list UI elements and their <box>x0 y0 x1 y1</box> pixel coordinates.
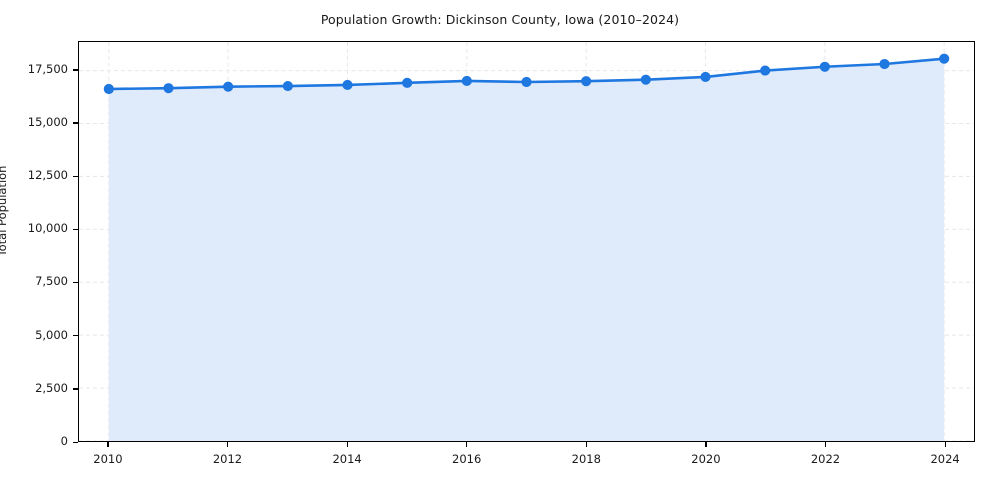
x-axis-tick-mark <box>825 442 827 447</box>
y-axis-tick-mark <box>73 228 78 231</box>
y-axis-tick-label: 2,500 <box>35 380 68 395</box>
data-point-marker <box>402 77 413 88</box>
data-point-marker <box>103 83 114 95</box>
x-axis-tick-label: 2014 <box>332 452 362 466</box>
y-axis-tick-label: 10,000 <box>27 221 68 236</box>
data-point-marker <box>581 76 592 87</box>
chart-title: Population Growth: Dickinson County, Iow… <box>320 12 680 27</box>
y-axis-tick-mark <box>73 281 78 284</box>
data-point-marker <box>760 65 771 76</box>
y-axis-tick-mark <box>73 175 78 177</box>
data-point-marker <box>819 61 830 72</box>
x-axis-tick-mark <box>227 442 229 447</box>
data-point-marker <box>521 76 532 88</box>
x-axis-tick-label: 2020 <box>691 452 721 466</box>
y-axis-tick-label: 12,500 <box>27 168 68 183</box>
y-axis-tick-label: 7,500 <box>35 274 68 289</box>
y-axis-tick-label: 15,000 <box>27 114 68 129</box>
x-axis-tick-label: 2022 <box>810 452 841 466</box>
x-axis-tick-label: 2016 <box>452 452 482 466</box>
data-point-marker <box>700 71 711 83</box>
data-series-layer <box>103 53 950 441</box>
y-axis-tick-mark <box>73 69 78 71</box>
x-axis-tick-label: 2012 <box>212 452 243 466</box>
y-axis-tick-mark <box>73 388 78 390</box>
data-point-marker <box>939 53 950 64</box>
y-axis-tick-label: 17,500 <box>27 61 68 76</box>
x-axis-tick-mark <box>944 442 946 447</box>
plot-area <box>78 41 975 442</box>
data-point-marker <box>223 81 234 92</box>
data-point-marker <box>640 74 651 85</box>
x-axis-tick-mark <box>705 442 707 447</box>
x-axis-tick-label: 2024 <box>930 452 960 466</box>
data-point-marker <box>282 80 293 92</box>
area-fill <box>108 58 945 441</box>
y-axis-tick-label: 0 <box>60 434 68 448</box>
x-axis-tick-mark <box>107 442 109 447</box>
data-point-marker <box>163 83 174 94</box>
x-axis-tick-label: 2018 <box>571 452 601 466</box>
y-axis-tick-label: 5,000 <box>35 327 68 342</box>
x-axis-tick-mark <box>466 442 468 447</box>
y-axis-tick-mark <box>73 122 78 124</box>
x-axis-tick-mark <box>346 442 348 447</box>
data-point-marker <box>342 79 353 91</box>
y-axis-tick-mark <box>73 441 78 443</box>
x-axis-tick-label: 2010 <box>93 452 123 466</box>
y-axis-tick-mark <box>73 335 78 337</box>
data-point-marker <box>461 75 472 87</box>
x-axis-tick-mark <box>585 442 588 447</box>
data-point-marker <box>879 58 890 70</box>
